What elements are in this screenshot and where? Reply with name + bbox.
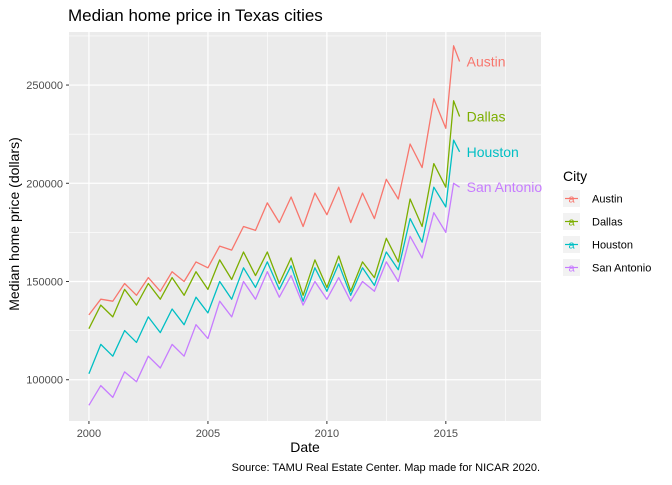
y-axis-title: Median home price (dollars) xyxy=(6,137,22,311)
series-lines xyxy=(88,45,461,406)
x-tick-label: 2000 xyxy=(77,428,101,440)
y-tick-label: 100000 xyxy=(26,375,63,387)
x-tick-label: 2015 xyxy=(434,428,458,440)
series-end-labels: Austin Dallas Houston San Antonio xyxy=(467,53,543,195)
minor-gridlines xyxy=(69,32,541,421)
series-end-label-san-antonio: San Antonio xyxy=(467,179,543,195)
x-axis-title: Date xyxy=(290,439,320,455)
x-tick-label: 2010 xyxy=(315,428,339,440)
x-tick-label: 2005 xyxy=(196,428,220,440)
legend-key-glyph: a xyxy=(568,263,575,275)
chart-caption: Source: TAMU Real Estate Center. Map mad… xyxy=(232,462,540,474)
y-tick-label: 200000 xyxy=(26,178,63,190)
y-tick-label: 150000 xyxy=(26,277,63,289)
plot-panel xyxy=(69,32,541,421)
series-line-san-antonio xyxy=(88,182,460,406)
legend-label-austin: Austin xyxy=(592,194,623,206)
series-end-label-dallas: Dallas xyxy=(467,108,506,124)
legend-label-san-antonio: San Antonio xyxy=(592,263,651,275)
series-line-dallas xyxy=(88,100,461,329)
series-line-austin xyxy=(88,45,461,316)
legend-key-glyph: a xyxy=(568,194,575,206)
legend-title: City xyxy=(563,168,587,184)
legend-key-glyph: a xyxy=(568,217,575,229)
chart-title: Median home price in Texas cities xyxy=(68,6,323,25)
y-tick-label: 250000 xyxy=(26,80,63,92)
legend: City a Austin a Dallas a Houston a San Antonio xyxy=(563,168,651,276)
legend-label-houston: Houston xyxy=(592,240,633,252)
series-end-label-houston: Houston xyxy=(467,144,519,160)
x-axis: 2000 2005 2010 2015 xyxy=(77,421,458,440)
y-axis: 100000 150000 200000 250000 xyxy=(26,80,69,387)
legend-label-dallas: Dallas xyxy=(592,217,623,229)
legend-key-glyph: a xyxy=(568,240,575,252)
series-line-houston xyxy=(88,139,461,375)
major-gridlines xyxy=(69,32,541,421)
series-end-label-austin: Austin xyxy=(467,53,506,69)
